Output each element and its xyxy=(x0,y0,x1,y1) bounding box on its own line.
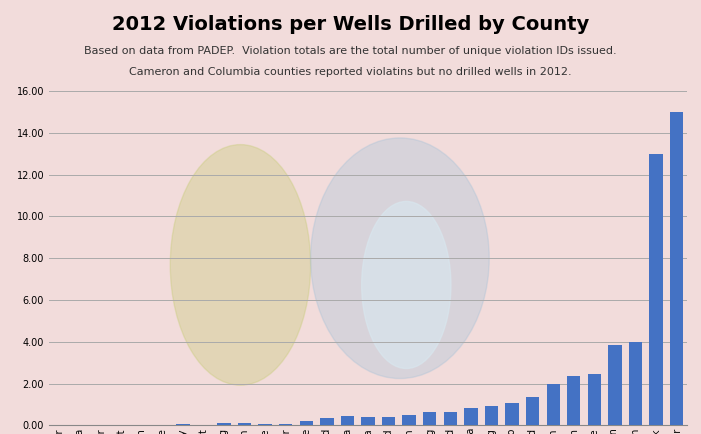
Bar xyxy=(505,403,519,425)
Bar xyxy=(176,424,189,425)
Bar xyxy=(444,412,457,425)
Ellipse shape xyxy=(362,201,451,368)
Bar xyxy=(402,415,416,425)
Bar xyxy=(217,423,231,425)
Bar xyxy=(629,342,642,425)
Bar xyxy=(587,374,601,425)
Text: Cameron and Columbia counties reported violatins but no drilled wells in 2012.: Cameron and Columbia counties reported v… xyxy=(129,67,572,77)
Bar xyxy=(526,397,539,425)
Bar xyxy=(670,112,683,425)
Bar xyxy=(649,154,663,425)
Bar xyxy=(423,412,437,425)
Ellipse shape xyxy=(170,145,311,385)
Bar xyxy=(485,406,498,425)
Bar xyxy=(608,345,622,425)
Bar xyxy=(259,424,272,425)
Bar xyxy=(299,421,313,425)
Text: 2012 Violations per Wells Drilled by County: 2012 Violations per Wells Drilled by Cou… xyxy=(112,15,589,34)
Bar xyxy=(320,418,334,425)
Ellipse shape xyxy=(311,138,489,378)
Bar xyxy=(341,416,354,425)
Bar xyxy=(361,417,375,425)
Bar xyxy=(547,384,560,425)
Bar xyxy=(382,417,395,425)
Bar xyxy=(567,376,580,425)
Bar xyxy=(464,408,477,425)
Text: Based on data from PADEP.  Violation totals are the total number of unique viola: Based on data from PADEP. Violation tota… xyxy=(84,46,617,56)
Bar xyxy=(238,423,251,425)
Bar xyxy=(279,424,292,425)
